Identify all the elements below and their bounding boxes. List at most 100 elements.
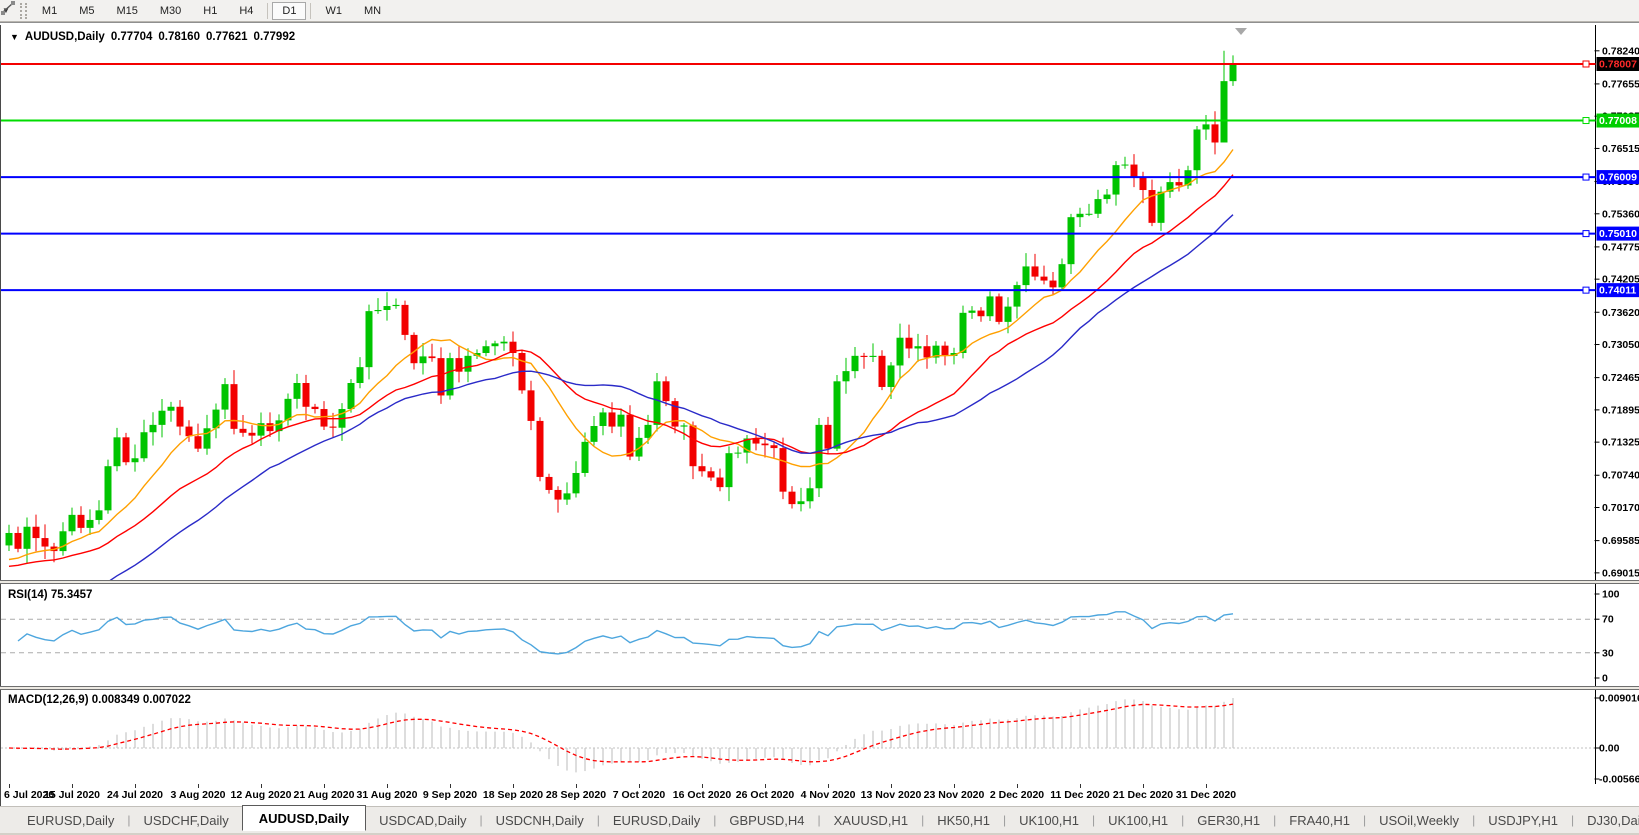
timeframe-button-D1[interactable]: D1 xyxy=(272,1,307,20)
horizontal-line-0.78007[interactable]: 0.78007 xyxy=(1,56,1639,71)
timeframe-button-M30[interactable]: M30 xyxy=(159,4,182,17)
toolbar-separator xyxy=(310,2,312,19)
date-label: 3 Aug 2020 xyxy=(170,789,226,801)
price-axis-label: 0.78240 xyxy=(1602,45,1639,57)
timeframe-button-H1[interactable]: H1 xyxy=(203,4,218,17)
tab-separator: | xyxy=(479,813,483,827)
chart-symbol: AUDUSD,Daily xyxy=(24,31,105,43)
macd-signal-line xyxy=(8,703,1234,763)
tab-GBPUSD-H4[interactable]: GBPUSD,H4 xyxy=(729,812,805,828)
date-label: 21 Dec 2020 xyxy=(1112,789,1174,801)
date-label: 9 Sep 2020 xyxy=(422,789,478,801)
tab-FRA40-H1[interactable]: FRA40,H1 xyxy=(1289,812,1350,828)
chart-tab-bar: EURUSD,Daily | USDCHF,Daily AUDUSD,Daily USD… xyxy=(0,805,1639,833)
date-label: 2 Dec 2020 xyxy=(989,789,1045,801)
chart-shift-triangle[interactable] xyxy=(1235,28,1247,35)
panel-separator[interactable] xyxy=(0,686,1639,690)
date-label: 15 Jul 2020 xyxy=(43,789,101,801)
ma-slow-line xyxy=(109,214,1234,580)
tab-EURUSD-Daily[interactable]: EURUSD,Daily xyxy=(27,812,115,828)
chevron-down-icon: ▼ xyxy=(2,6,10,15)
date-tick xyxy=(1080,784,1081,788)
date-label: 6 Jul 2020 xyxy=(4,789,55,801)
macd-chart-svg[interactable]: 0.009016 0.00 -0.00566 xyxy=(1,690,1639,784)
price-chart-svg[interactable]: 0.782400.776550.770850.765150.759300.753… xyxy=(1,25,1639,580)
timeframe-button-M1[interactable]: M1 xyxy=(41,4,58,17)
date-tick xyxy=(765,784,766,788)
timeframe-button-W1[interactable]: W1 xyxy=(325,4,342,17)
line-handle[interactable] xyxy=(1582,117,1590,125)
price-axis[interactable]: 0.782400.776550.770850.765150.759300.753… xyxy=(1594,25,1639,580)
horizontal-line-0.76009[interactable]: 0.76009 xyxy=(1,170,1639,185)
rsi-line xyxy=(17,611,1234,655)
price-axis-label: 0.70170 xyxy=(1602,502,1639,514)
trendline-tool-button[interactable]: ▼ xyxy=(0,0,16,21)
tab-AUDUSD-Daily[interactable]: AUDUSD,Daily xyxy=(241,805,367,831)
rsi-indicator-label: RSI(14) 75.3457 xyxy=(8,589,93,601)
line-handle[interactable] xyxy=(1582,173,1590,181)
tab-separator: | xyxy=(1181,813,1185,827)
date-tick xyxy=(828,784,829,788)
date-tick xyxy=(513,784,514,788)
timeframe-button-MN[interactable]: MN xyxy=(363,4,382,17)
tab-separator: | xyxy=(1092,813,1096,827)
date-tick xyxy=(9,784,10,788)
price-axis-label: 0.69585 xyxy=(1602,535,1639,547)
ohlc-open: 0.77704 xyxy=(110,31,153,43)
tab-separator: | xyxy=(921,813,925,827)
ohlc-low: 0.77621 xyxy=(205,31,248,43)
horizontal-line-0.75010[interactable]: 0.75010 xyxy=(1,226,1639,241)
date-label: 28 Sep 2020 xyxy=(545,789,607,801)
rsi-axis-label: 100 xyxy=(1602,589,1620,601)
timeframe-button-M15[interactable]: M15 xyxy=(116,4,138,17)
tab-UK100-H1[interactable]: UK100,H1 xyxy=(1019,812,1080,828)
tab-USDJPY-H1[interactable]: USDJPY,H1 xyxy=(1488,812,1559,828)
horizontal-line-0.77008[interactable]: 0.77008 xyxy=(1,113,1639,128)
tab-separator: | xyxy=(1571,813,1575,827)
date-label: 16 Oct 2020 xyxy=(672,789,732,801)
rsi-chart-svg[interactable]: 100 70 30 0 xyxy=(1,584,1639,686)
ohlc-close: 0.77992 xyxy=(253,31,296,43)
price-badge-label: 0.78007 xyxy=(1599,58,1637,70)
tab-separator: | xyxy=(1362,813,1367,827)
price-axis-label: 0.71895 xyxy=(1602,404,1639,416)
symbol-menu-caret-icon[interactable]: ▼ xyxy=(10,32,19,42)
tab-XAUUSD-H1[interactable]: XAUUSD,H1 xyxy=(833,812,909,828)
date-label: 13 Nov 2020 xyxy=(860,789,922,801)
tab-USOil-Weekly[interactable]: USOil,Weekly xyxy=(1379,812,1460,828)
price-axis-label: 0.72465 xyxy=(1602,372,1639,384)
rsi-indicator-panel[interactable]: 100 70 30 0 xyxy=(0,584,1639,686)
line-handle[interactable] xyxy=(1582,230,1590,238)
price-axis-label: 0.71325 xyxy=(1602,437,1639,449)
line-handle[interactable] xyxy=(1582,60,1590,68)
toolbar-separator xyxy=(267,2,269,19)
date-label: 18 Sep 2020 xyxy=(482,789,544,801)
price-axis-label: 0.70740 xyxy=(1602,470,1639,482)
macd-axis-label: 0.009016 xyxy=(1599,693,1639,705)
tab-DJ30-Daily[interactable]: DJ30,Daily xyxy=(1587,812,1639,828)
panel-separator[interactable] xyxy=(0,580,1639,584)
tab-UK100-H1[interactable]: UK100,H1 xyxy=(1108,812,1169,828)
date-label: 31 Dec 2020 xyxy=(1175,789,1237,801)
macd-axis-label: 0.00 xyxy=(1599,743,1620,755)
horizontal-line-0.74011[interactable]: 0.74011 xyxy=(1,283,1639,298)
price-badge-label: 0.75010 xyxy=(1599,228,1637,240)
date-label: 31 Aug 2020 xyxy=(356,789,418,801)
tab-EURUSD-Daily[interactable]: EURUSD,Daily xyxy=(612,812,701,828)
date-tick xyxy=(1143,784,1144,788)
toolbar-drag-grip[interactable] xyxy=(19,2,27,19)
timeframe-button-M5[interactable]: M5 xyxy=(79,4,95,17)
macd-indicator-panel[interactable]: 0.009016 0.00 -0.00566 xyxy=(0,690,1639,784)
tab-USDCHF-Daily[interactable]: USDCHF,Daily xyxy=(143,812,229,828)
tab-USDCAD-Daily[interactable]: USDCAD,Daily xyxy=(379,812,467,828)
ohlc-high: 0.78160 xyxy=(158,31,200,43)
tab-GER30-H1[interactable]: GER30,H1 xyxy=(1197,812,1261,828)
date-tick xyxy=(576,784,577,788)
line-handle[interactable] xyxy=(1582,286,1590,294)
timeframe-button-H4[interactable]: H4 xyxy=(239,4,254,17)
price-axis-label: 0.77655 xyxy=(1602,78,1639,90)
tab-USDCNH-Daily[interactable]: USDCNH,Daily xyxy=(495,812,584,828)
date-axis[interactable]: 6 Jul 2020 15 Jul 2020 24 Jul 2020 3 Aug 20… xyxy=(0,784,1639,806)
tab-HK50-H1[interactable]: HK50,H1 xyxy=(937,812,990,828)
price-chart-panel[interactable]: 0.782400.776550.770850.765150.759300.753… xyxy=(0,25,1639,580)
